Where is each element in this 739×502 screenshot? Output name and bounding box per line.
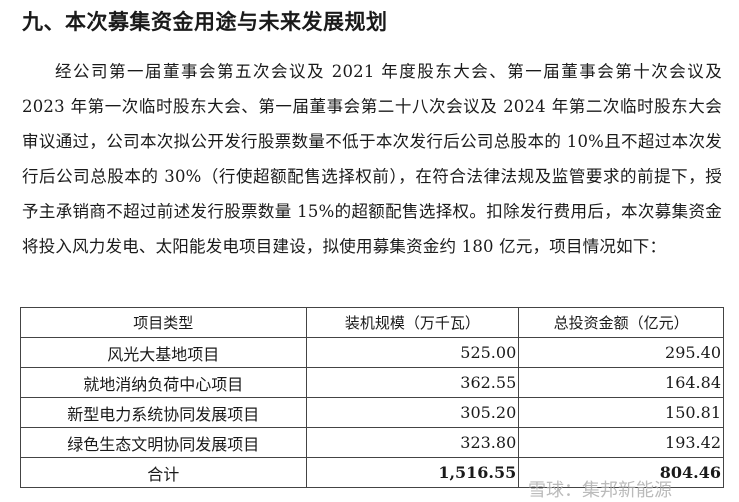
table-total-row: 合计 1,516.55 804.46 (20, 457, 724, 488)
project-name: 风光大基地项目 (20, 337, 307, 368)
body-paragraph: 经公司第一届董事会第五次会议及 2021 年度股东大会、第一届董事会第十次会议及… (22, 62, 722, 256)
capacity-value: 305.20 (305, 397, 520, 428)
section-title: 九、本次募集资金用途与未来发展规划 (22, 10, 388, 34)
header-project-type: 项目类型 (20, 307, 307, 338)
table-header-row: 项目类型 装机规模（万千瓦） 总投资金额（亿元） (20, 307, 724, 338)
total-label: 合计 (20, 457, 307, 488)
total-investment: 804.46 (518, 457, 724, 488)
project-name: 新型电力系统协同发展项目 (20, 397, 307, 428)
investment-value: 150.81 (518, 397, 724, 428)
investment-value: 193.42 (518, 427, 724, 458)
watermark: 雪球：集邦新能源 (528, 480, 672, 501)
table-row: 绿色生态文明协同发展项目 323.80 193.42 (20, 427, 724, 458)
table-row: 新型电力系统协同发展项目 305.20 150.81 (20, 397, 724, 428)
capacity-value: 525.00 (305, 337, 520, 368)
project-name: 就地消纳负荷中心项目 (20, 367, 307, 398)
header-investment: 总投资金额（亿元） (518, 307, 724, 338)
total-capacity: 1,516.55 (305, 457, 520, 488)
project-name: 绿色生态文明协同发展项目 (20, 427, 307, 458)
fund-use-table: 项目类型 装机规模（万千瓦） 总投资金额（亿元） 风光大基地项目 525.00 … (20, 307, 724, 488)
header-capacity: 装机规模（万千瓦） (305, 307, 520, 338)
investment-value: 295.40 (518, 337, 724, 368)
table-row: 风光大基地项目 525.00 295.40 (20, 337, 724, 368)
capacity-value: 323.80 (305, 427, 520, 458)
table-row: 就地消纳负荷中心项目 362.55 164.84 (20, 367, 724, 398)
capacity-value: 362.55 (305, 367, 520, 398)
investment-value: 164.84 (518, 367, 724, 398)
